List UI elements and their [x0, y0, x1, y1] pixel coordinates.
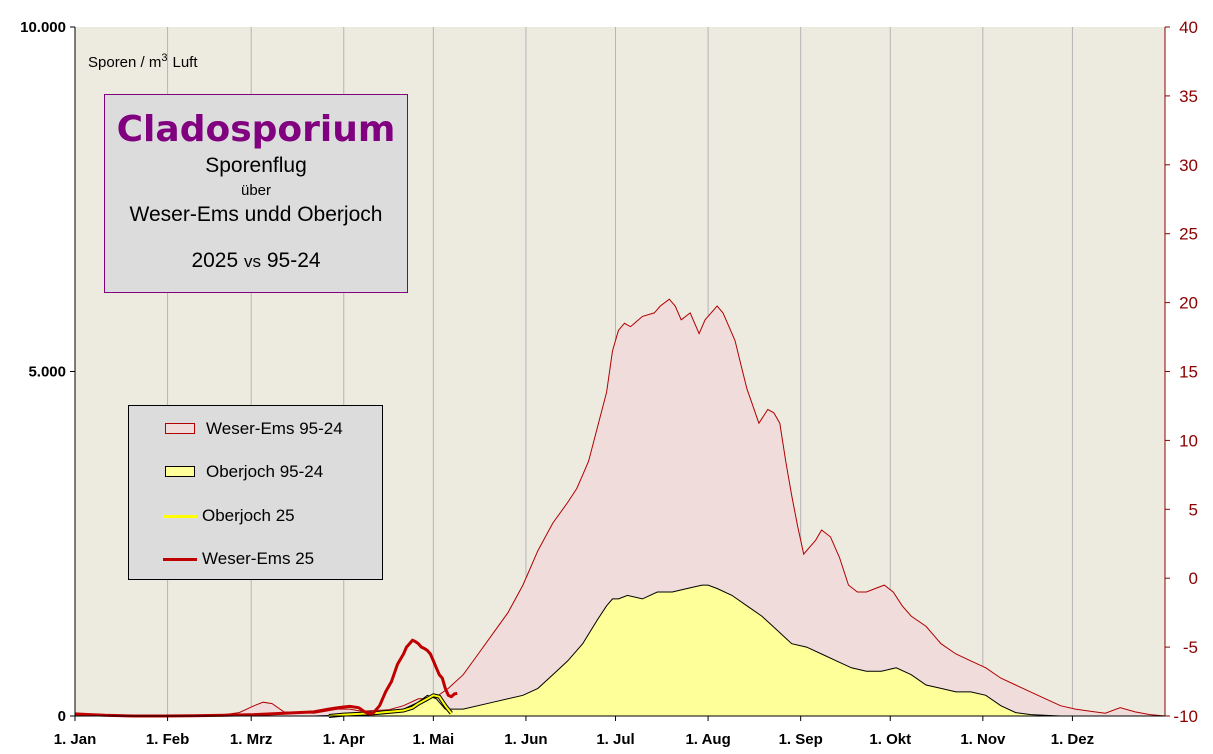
- x-tick-label: 1. Mrz: [230, 731, 273, 748]
- x-tick-label: 1. Apr: [323, 731, 365, 748]
- y-right-tick-label: -10: [1173, 707, 1198, 726]
- y-left-tick-label: 10.000: [20, 19, 66, 36]
- y-right-tick-label: 35: [1179, 87, 1198, 106]
- y-unit-sup: 3: [161, 52, 167, 64]
- comparison-year: 2025: [191, 249, 239, 272]
- chart-subtitle-connector: über: [240, 182, 272, 199]
- y-right-tick-label: 15: [1179, 363, 1198, 382]
- chart-title: Cladosporium: [116, 109, 396, 150]
- y-right-tick-label: 40: [1179, 18, 1198, 37]
- y-right-tick-label: 20: [1179, 294, 1198, 313]
- legend-label: Oberjoch 95-24: [206, 462, 324, 481]
- y-unit-label: Sporen / m3 Luft: [88, 52, 198, 71]
- legend-item: Oberjoch 95-24: [129, 462, 382, 484]
- comparison-vs: vs: [244, 252, 261, 271]
- y-right-tick-label: -5: [1183, 638, 1198, 657]
- area-outline-0: [75, 298, 1166, 717]
- area-outline-1: [75, 584, 1165, 717]
- chart-comparison: 2025 vs 95-24: [105, 249, 407, 273]
- area-fill-0: [75, 299, 1165, 716]
- tick-labels: 10.000 5.000 0 40 35 30 25 20 15 10 5 0 -5 -10 1. Jan 1…: [20, 18, 1198, 748]
- comparison-reference: 95-24: [266, 249, 321, 272]
- x-tick-label: 1. Jan: [54, 731, 97, 748]
- line-series-2: [328, 694, 453, 717]
- x-tick-label: 1. Nov: [960, 731, 1006, 748]
- y-right-tick-label: 5: [1189, 500, 1198, 519]
- legend-item: Oberjoch 25: [129, 506, 382, 528]
- x-tick-label: 1. Okt: [869, 731, 911, 748]
- chart-title-box: Cladosporium Sporenflug über Weser-Ems u…: [104, 94, 408, 293]
- legend-label: Oberjoch 25: [202, 506, 295, 525]
- line-series: [74, 638, 458, 718]
- legend-label: Weser-Ems 95-24: [206, 419, 343, 438]
- y-right-tick-label: 0: [1189, 569, 1198, 588]
- x-tick-label: 1. Aug: [685, 731, 730, 748]
- legend-item: Weser-Ems 95-24: [129, 419, 382, 441]
- chart-regions: Weser-Ems undd Oberjoch: [129, 203, 383, 226]
- x-tick-label: 1. Mai: [413, 731, 455, 748]
- y-right-tick-label: 10: [1179, 431, 1198, 450]
- x-tick-label: 1. Jun: [504, 731, 547, 748]
- legend-swatch: [165, 423, 195, 434]
- x-tick-label: 1. Sep: [779, 731, 823, 748]
- x-tick-label: 1. Feb: [146, 731, 189, 748]
- y-left-tick-label: 0: [58, 708, 66, 725]
- legend-swatch: [163, 515, 197, 518]
- legend-label: Weser-Ems 25: [202, 549, 315, 568]
- x-tick-label: 1. Dez: [1051, 731, 1094, 748]
- y-right-tick-label: 30: [1179, 156, 1198, 175]
- area-series: [75, 298, 1166, 717]
- legend-item: Weser-Ems 25: [129, 549, 382, 571]
- x-tick-label: 1. Jul: [596, 731, 634, 748]
- legend: Weser-Ems 95-24 Oberjoch 95-24 Oberjoch …: [128, 405, 383, 580]
- legend-swatch: [165, 466, 195, 477]
- y-unit-suffix: Luft: [173, 54, 199, 71]
- y-right-tick-label: 25: [1179, 225, 1198, 244]
- line-series-3: [74, 638, 458, 718]
- y-left-tick-label: 5.000: [28, 364, 66, 381]
- area-fill-1: [75, 585, 1165, 716]
- chart-subtitle: Sporenflug: [205, 154, 307, 177]
- legend-swatch: [163, 558, 197, 561]
